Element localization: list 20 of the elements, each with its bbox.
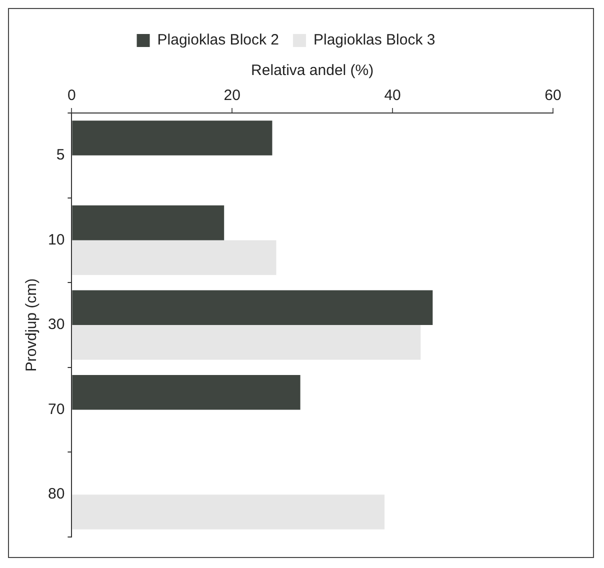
bar (72, 494, 385, 530)
x-tick-label: 0 (68, 87, 76, 104)
x-axis-title: Relativa andel (%) (251, 62, 374, 80)
x-tick-label: 40 (384, 87, 401, 104)
y-tick-label: 30 (48, 316, 65, 334)
legend-label: Plagioklas Block 2 (157, 32, 280, 49)
y-tick-label: 5 (56, 146, 65, 164)
y-axis-title: Provdjup (cm) (23, 278, 40, 372)
bar (72, 240, 276, 275)
x-tick-label: 20 (224, 87, 240, 104)
bar (72, 375, 300, 410)
legend-label: Plagioklas Block 3 (314, 32, 436, 49)
y-tick-label: 10 (48, 231, 65, 248)
x-tick-label: 60 (544, 87, 562, 104)
bar (72, 120, 272, 156)
y-tick-label: 80 (48, 486, 65, 503)
bar (72, 290, 433, 325)
bar (72, 205, 224, 240)
y-tick-label: 70 (48, 400, 65, 418)
bar (72, 325, 421, 360)
